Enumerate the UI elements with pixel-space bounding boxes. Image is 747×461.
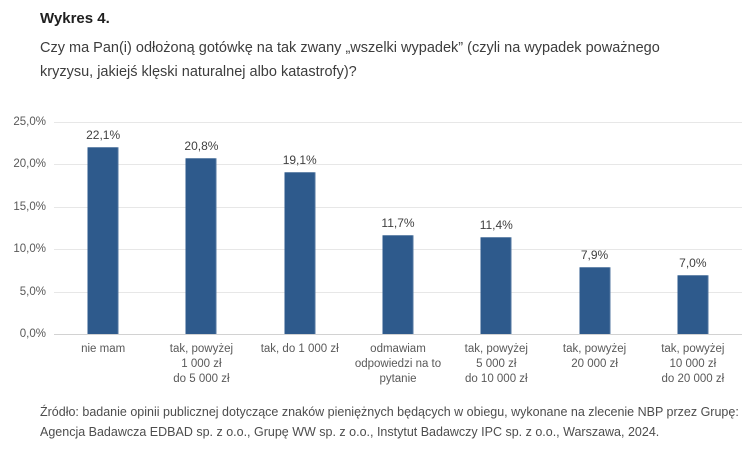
x-axis-label: tak, powyżej 10 000 zł do 20 000 zł: [661, 343, 725, 385]
bar: [480, 237, 512, 334]
plot-area: 22,1% 20,8% 19,1% 11,7% 11,4% 7,9% 7,0%: [54, 122, 742, 335]
chart-header: Wykres 4. Czy ma Pan(i) odłożoną gotówkę…: [40, 10, 710, 84]
bar: [382, 234, 414, 334]
x-axis-label: tak, powyżej 1 000 zł do 5 000 zł: [169, 343, 234, 385]
bar: [677, 274, 709, 334]
x-axis-label: nie mam: [81, 343, 126, 355]
y-tick-label: 25,0%: [13, 116, 46, 128]
bar: [579, 267, 611, 334]
bar-value-label: 7,9%: [580, 248, 609, 263]
bar-column: 7,9%: [545, 122, 643, 334]
bar: [185, 157, 217, 334]
x-axis-label: tak, do 1 000 zł: [260, 343, 339, 355]
bar-column: 11,4%: [447, 122, 545, 334]
gridline: [54, 122, 742, 123]
y-tick-label: 5,0%: [19, 285, 46, 298]
x-axis-label: tak, powyżej 20 000 zł: [562, 343, 627, 370]
chart-question: Czy ma Pan(i) odłożoną gotówkę na tak zw…: [40, 40, 660, 80]
bar-chart: 22,1% 20,8% 19,1% 11,7% 11,4% 7,9% 7,0% 0,0% 5,…: [0, 112, 747, 404]
bar-value-label: 20,8%: [184, 138, 219, 153]
x-axis-label: odmawiam odpowiedzi na to pytanie: [354, 343, 442, 385]
y-tick-label: 10,0%: [13, 243, 46, 256]
bar-column: 7,0%: [644, 122, 742, 334]
bar-value-label: 19,1%: [282, 153, 317, 168]
bar: [87, 146, 119, 334]
gridline: [54, 164, 742, 166]
x-axis-label: tak, powyżej 5 000 zł do 10 000 zł: [464, 343, 528, 385]
y-tick-label: 20,0%: [13, 158, 46, 171]
bar-value-label: 22,1%: [86, 127, 121, 142]
bar: [284, 172, 316, 334]
bar-value-label: 11,4%: [479, 218, 513, 233]
y-tick-label: 15,0%: [13, 200, 46, 213]
y-tick-label: 0,0%: [19, 328, 46, 340]
bar-value-label: 7,0%: [679, 255, 707, 270]
bar-column: 22,1%: [54, 122, 152, 334]
gridline: [54, 206, 742, 208]
source-note: Źródło: badanie opinii publicznej dotycz…: [40, 405, 739, 439]
bar-column: 19,1%: [251, 122, 349, 334]
chart-title: Wykres 4.: [40, 10, 110, 27]
gridline: [54, 334, 742, 335]
bar-column: 20,8%: [152, 122, 250, 334]
bar-column: 11,7%: [349, 122, 447, 334]
bar-value-label: 11,7%: [381, 215, 415, 230]
